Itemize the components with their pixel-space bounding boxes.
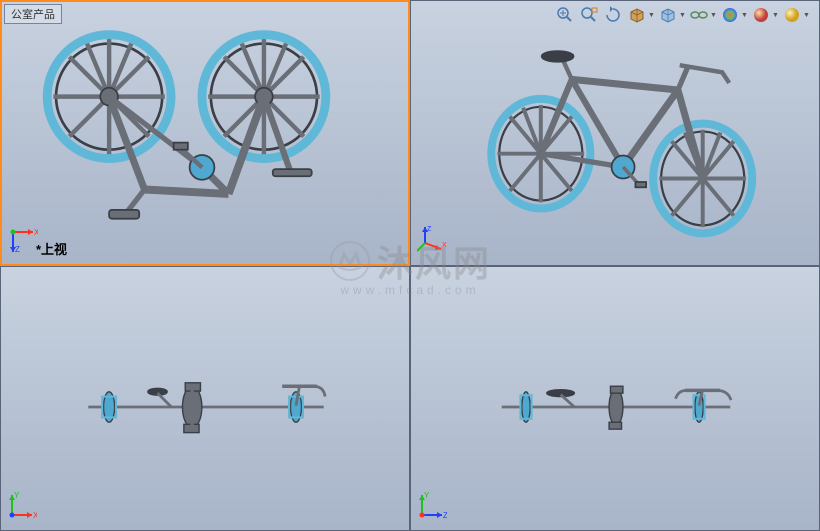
scene-dropdown[interactable]: ▼ (772, 12, 778, 19)
edit-appearance-icon[interactable] (720, 5, 740, 25)
viewport-top[interactable]: 公室产品 (0, 0, 410, 266)
zoom-fit-icon[interactable] (555, 5, 575, 25)
appearance-dropdown[interactable]: ▼ (741, 12, 747, 19)
triad-top: X Z (8, 224, 38, 254)
triad-front: X Y (7, 490, 37, 520)
display-style-icon[interactable] (658, 5, 678, 25)
svg-text:X: X (34, 228, 38, 237)
section-view-icon[interactable] (627, 5, 647, 25)
model-front-view (6, 317, 406, 497)
svg-text:X: X (33, 511, 37, 520)
apply-scene-icon[interactable] (751, 5, 771, 25)
prev-view-icon[interactable] (603, 5, 623, 25)
zoom-area-icon[interactable] (579, 5, 599, 25)
view-label-top: *上视 (36, 239, 67, 258)
model-top-view (22, 17, 382, 247)
svg-text:Y: Y (424, 491, 430, 500)
hide-dropdown[interactable]: ▼ (710, 12, 716, 19)
svg-text:Z: Z (15, 245, 20, 254)
svg-text:Z: Z (427, 226, 432, 233)
svg-text:Y: Y (14, 491, 20, 500)
svg-text:X: X (442, 242, 447, 249)
view-toolbar: ▼ ▼ ▼ ▼ ▼ ▼ (555, 5, 809, 25)
view-settings-icon[interactable] (782, 5, 802, 25)
settings-dropdown[interactable]: ▼ (803, 12, 809, 19)
viewport-right[interactable]: Z Y (410, 266, 820, 531)
hide-show-icon[interactable] (689, 5, 709, 25)
model-right-view (416, 317, 816, 497)
svg-text:Z: Z (443, 511, 447, 520)
model-iso-view (431, 21, 801, 251)
triad-right: Z Y (417, 490, 447, 520)
viewport-front[interactable]: X Y (0, 266, 410, 531)
section-dropdown[interactable]: ▼ (648, 12, 654, 19)
display-dropdown[interactable]: ▼ (679, 12, 685, 19)
triad-iso: X Z (417, 225, 447, 255)
viewport-isometric[interactable]: ▼ ▼ ▼ ▼ ▼ ▼ (410, 0, 820, 266)
